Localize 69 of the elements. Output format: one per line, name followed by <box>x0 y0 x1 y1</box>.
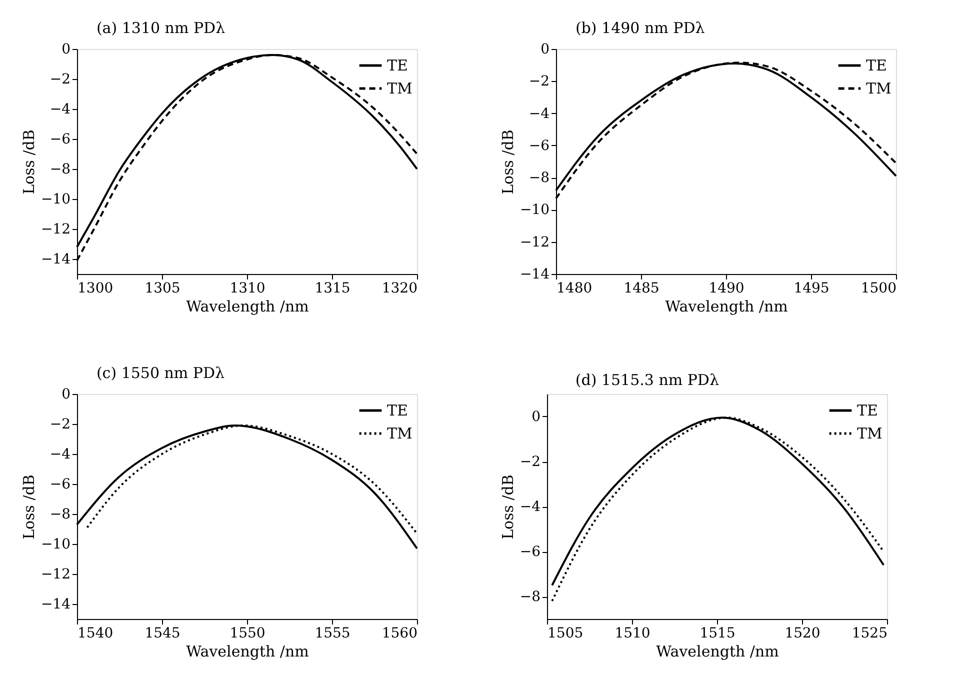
x-axis-title: Wavelength /nm <box>656 642 779 660</box>
y-tick-label: −2 <box>50 72 70 88</box>
x-tick-label: 1485 <box>624 280 660 296</box>
y-tick-label: 0 <box>532 409 540 425</box>
y-tick-label: −14 <box>520 266 550 282</box>
x-tick-label: 1555 <box>314 626 350 642</box>
y-tick-label: −4 <box>520 499 541 515</box>
legend-label: TE <box>387 402 408 420</box>
y-tick-label: −6 <box>50 132 71 148</box>
chart-title: (b) 1490 nm PDλ <box>575 19 706 37</box>
y-tick-label: −2 <box>520 454 540 470</box>
x-tick-label: 1495 <box>794 280 830 296</box>
x-tick-label: 1500 <box>860 280 896 296</box>
x-tick-label: 1560 <box>382 626 418 642</box>
x-tick-label: 1505 <box>548 626 584 642</box>
y-tick-label: −14 <box>40 596 71 612</box>
chart-title: (a) 1310 nm PDλ <box>96 19 226 37</box>
x-tick-label: 1490 <box>708 280 744 296</box>
x-axis-title: Wavelength /nm <box>186 298 309 316</box>
y-tick-label: −8 <box>50 162 70 178</box>
legend-label: TE <box>387 56 408 74</box>
y-tick-label: −10 <box>40 536 70 552</box>
y-axis-title: Loss /dB <box>20 474 38 540</box>
y-tick-label: −2 <box>528 74 550 90</box>
chart-title: (d) 1515.3 nm PDλ <box>575 371 720 389</box>
x-tick-label: 1510 <box>614 626 650 642</box>
y-tick-label: −14 <box>40 252 71 268</box>
x-tick-label: 1550 <box>230 626 266 642</box>
y-tick-label: −12 <box>40 222 70 238</box>
y-tick-label: −12 <box>520 234 550 250</box>
y-tick-label: 0 <box>62 42 70 58</box>
x-tick-label: 1520 <box>784 626 820 642</box>
y-axis-title: Loss /dB <box>498 474 517 540</box>
x-axis-title: Wavelength /nm <box>186 642 309 660</box>
y-tick-label: −6 <box>520 544 541 560</box>
y-tick-label: −8 <box>50 506 70 522</box>
x-tick-label: 1320 <box>382 280 418 296</box>
y-tick-label: −10 <box>520 202 550 218</box>
chart-title: (c) 1550 nm PDλ <box>96 364 226 382</box>
x-tick-label: 1480 <box>556 280 592 296</box>
x-axis-title: Wavelength /nm <box>665 298 788 316</box>
y-tick-label: 0 <box>62 386 70 402</box>
y-tick-label: −4 <box>50 102 71 118</box>
y-tick-label: −2 <box>50 416 70 432</box>
x-tick-label: 1540 <box>78 626 114 642</box>
y-axis-title: Loss /dB <box>20 130 38 194</box>
y-tick-label: −6 <box>50 476 71 492</box>
y-tick-label: −4 <box>528 106 550 122</box>
x-tick-label: 1300 <box>78 280 114 296</box>
x-tick-label: 1315 <box>314 280 350 296</box>
y-tick-label: −12 <box>40 566 70 582</box>
y-tick-label: −4 <box>50 446 71 462</box>
x-tick-label: 1305 <box>144 280 180 296</box>
legend-label: TM <box>857 424 882 442</box>
y-tick-label: −6 <box>528 138 550 154</box>
y-tick-label: −10 <box>40 192 70 208</box>
y-tick-label: −8 <box>520 589 540 605</box>
y-axis-title: Loss /dB <box>498 130 517 194</box>
x-tick-label: 1525 <box>852 626 888 642</box>
x-tick-label: 1310 <box>230 280 266 296</box>
legend-label: TM <box>387 424 412 442</box>
legend-label: TM <box>866 80 892 98</box>
legend-label: TE <box>866 56 887 74</box>
x-tick-label: 1515 <box>700 626 736 642</box>
legend-label: TE <box>857 402 878 420</box>
y-tick-label: 0 <box>540 42 550 58</box>
legend-label: TM <box>387 80 412 98</box>
x-tick-label: 1545 <box>144 626 180 642</box>
y-tick-label: −8 <box>528 170 550 186</box>
